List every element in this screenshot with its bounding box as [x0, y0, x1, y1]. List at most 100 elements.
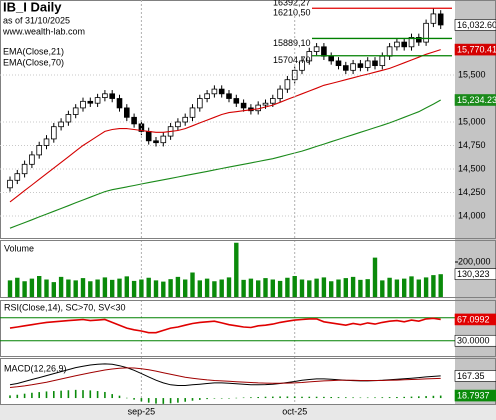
candle-body: [321, 46, 327, 57]
y-tick-label: 14,250: [458, 187, 486, 197]
volume-bar: [234, 242, 239, 297]
histogram-bar: [184, 398, 186, 402]
volume-bar: [402, 278, 407, 297]
time-axis-band: [0, 404, 496, 420]
volume-bar: [226, 277, 232, 297]
candle-body: [14, 173, 21, 181]
candle-body: [394, 41, 400, 48]
candle-body: [408, 37, 415, 48]
histogram-bar: [140, 398, 143, 402]
histogram-bar: [9, 395, 11, 399]
candle-body: [240, 102, 247, 109]
histogram-bar: [53, 391, 55, 399]
candle-body: [226, 93, 232, 99]
candle-body: [306, 51, 313, 62]
histogram-bar: [67, 390, 70, 399]
histogram-bar: [104, 391, 106, 399]
candle-body: [153, 140, 159, 144]
volume-bar: [299, 279, 305, 297]
volume-bar: [190, 272, 195, 297]
candle-body: [36, 145, 42, 156]
candle-body: [291, 69, 298, 81]
histogram-bar: [286, 396, 289, 399]
value-tag: [454, 43, 496, 56]
candle-body: [43, 138, 50, 146]
volume-bar: [58, 276, 64, 297]
candle-body: [7, 179, 13, 189]
volume-bar: [263, 278, 268, 297]
value-tag: [454, 19, 496, 31]
candle-body: [357, 63, 364, 68]
volume-bar: [175, 276, 181, 297]
candle-body: [364, 60, 371, 68]
histogram-bar: [147, 398, 150, 403]
histogram-bar: [111, 394, 113, 399]
volume-bar: [416, 279, 421, 297]
candle-body: [335, 60, 342, 67]
candle-body: [51, 126, 57, 140]
volume-bar: [15, 277, 20, 297]
candle-body: [401, 41, 407, 48]
volume-bar: [314, 278, 319, 297]
level-label: 16392,27: [273, 0, 311, 7]
volume-bar: [350, 276, 356, 297]
histogram-bar: [45, 391, 48, 399]
histogram-bar: [264, 396, 267, 399]
histogram-bar: [89, 390, 92, 399]
candle-body: [430, 13, 437, 24]
volume-bar: [409, 276, 414, 297]
histogram-bar: [396, 396, 398, 399]
histogram-bar: [425, 396, 427, 399]
histogram-bar: [60, 390, 62, 399]
y-tick-label: 200,000: [458, 256, 491, 266]
y-tick-label: 14,500: [458, 163, 486, 173]
histogram-bar: [96, 391, 99, 399]
value-tag-label: 15,770.41: [457, 44, 496, 54]
volume-bar: [153, 280, 159, 297]
volume-bar: [336, 279, 341, 297]
volume-bar: [66, 279, 71, 297]
level-label: 15704,70: [273, 55, 311, 65]
histogram-bar: [169, 398, 172, 404]
panel-title: as of 31/10/2025: [3, 15, 70, 25]
candle-body: [116, 98, 123, 109]
volume-bar: [292, 275, 297, 297]
histogram-bar: [301, 396, 303, 399]
ema-line: [9, 99, 441, 229]
volume-bar: [183, 279, 188, 297]
histogram-bar: [242, 397, 245, 399]
candle-body: [21, 163, 28, 175]
candle-body: [328, 55, 334, 62]
histogram-bar: [228, 398, 230, 399]
volume-bar: [438, 274, 443, 297]
volume-bar: [7, 280, 13, 297]
histogram-bar: [206, 398, 208, 400]
volume-bar: [95, 279, 100, 297]
histogram-bar: [403, 396, 405, 399]
panel-title: www.wealth-lab.com: [2, 26, 85, 36]
volume-bar: [329, 281, 334, 297]
value-tag-label: 15,234.23: [457, 95, 496, 105]
histogram-bar: [31, 392, 33, 399]
volume-bar: [37, 275, 42, 297]
histogram-bar: [293, 396, 296, 399]
legend-entry: EMA(Close,21): [3, 46, 64, 56]
volume-bar: [204, 278, 210, 297]
candle-body: [182, 116, 189, 123]
volume-bar: [256, 280, 261, 297]
candle-body: [269, 98, 276, 104]
histogram-bar: [220, 398, 223, 399]
volume-bar: [88, 281, 93, 297]
volume-bar: [117, 278, 122, 297]
candle-body: [204, 93, 210, 99]
histogram-bar: [308, 396, 311, 399]
histogram-bar: [352, 397, 354, 399]
candle-body: [29, 154, 35, 165]
volume-bar: [285, 277, 290, 297]
histogram-bar: [213, 398, 216, 399]
candle-body: [342, 65, 349, 71]
volume-bar: [124, 276, 129, 297]
histogram-bar: [337, 397, 340, 399]
volume-bar: [212, 281, 217, 297]
